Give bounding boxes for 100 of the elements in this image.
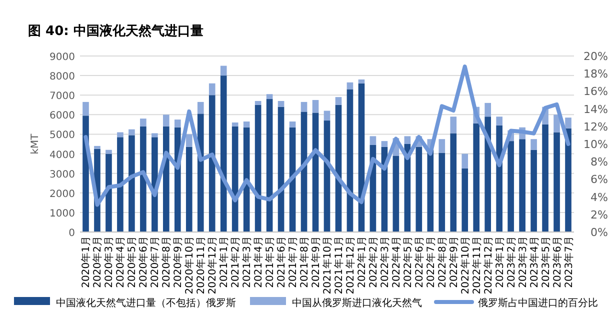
bar xyxy=(324,110,330,121)
bar xyxy=(174,120,181,128)
line-series xyxy=(84,64,570,207)
y-tick-label: 9000 xyxy=(50,52,75,63)
bar xyxy=(450,116,457,134)
x-tick-label: 2022年4月 xyxy=(390,236,402,288)
x-tick-label: 2021年1月 xyxy=(218,236,230,288)
y2-tick-label: 6% xyxy=(590,173,608,186)
bar xyxy=(565,118,572,128)
x-tick-label: 2020年11月 xyxy=(195,236,208,294)
x-tick-label: 2020年6月 xyxy=(138,236,150,288)
chart-title: 图 40: 中国液化天然气进口量 xyxy=(28,23,204,39)
bar xyxy=(106,154,112,232)
x-tick-label: 2020年1月 xyxy=(80,236,92,288)
bar xyxy=(416,146,422,232)
bar xyxy=(530,150,537,232)
y2-tick-label: 0% xyxy=(590,226,608,239)
bar xyxy=(186,134,192,147)
bar xyxy=(106,150,112,154)
x-tick-label: 2021年10月 xyxy=(322,236,334,294)
x-tick-label: 2020年10月 xyxy=(184,236,196,294)
x-tick-label: 2022年2月 xyxy=(367,236,380,288)
bar xyxy=(140,126,146,232)
y2-tick-label: 14% xyxy=(584,102,608,116)
x-tick-label: 2022年8月 xyxy=(436,236,448,288)
bar xyxy=(94,146,100,149)
bar xyxy=(370,136,376,145)
y-tick-label: 8000 xyxy=(50,72,75,83)
bar xyxy=(254,104,262,232)
y2-tick-label: 20% xyxy=(584,50,608,63)
bar xyxy=(220,76,227,232)
bar xyxy=(450,133,457,232)
bar xyxy=(358,79,365,84)
bar xyxy=(163,126,170,232)
bar xyxy=(208,83,216,96)
bar xyxy=(554,132,560,232)
x-tick-label: 2020年7月 xyxy=(149,236,162,288)
bar xyxy=(392,156,400,232)
bar xyxy=(530,139,537,150)
x-tick-label: 2021年4月 xyxy=(252,236,265,288)
x-tick-label: 2023年7月 xyxy=(562,236,575,288)
bar xyxy=(404,136,411,144)
y-tick-label: 5000 xyxy=(50,130,75,142)
x-tick-label: 2023年5月 xyxy=(540,236,552,288)
bar xyxy=(232,122,238,126)
bar xyxy=(197,114,204,232)
bar xyxy=(427,150,434,232)
x-tick-label: 2020年4月 xyxy=(114,236,127,288)
x-tick-label: 2020年5月 xyxy=(126,236,138,288)
x-tick-label: 2022年10月 xyxy=(459,236,472,294)
legend-label: 中国从俄罗斯进口液化天然气 xyxy=(292,297,422,309)
legend-label: 中国液化天然气进口量（不包括）俄罗斯 xyxy=(56,297,236,309)
x-tick-label: 2021年6月 xyxy=(276,236,288,288)
y-tick-label: 2000 xyxy=(50,188,75,200)
bar xyxy=(438,152,446,232)
bar xyxy=(117,132,124,138)
x-tick-label: 2023年4月 xyxy=(528,236,540,288)
x-tick-label: 2022年5月 xyxy=(402,236,414,288)
bar xyxy=(208,95,216,232)
y-tick-label: 0 xyxy=(68,228,75,239)
bar xyxy=(381,141,388,147)
x-tick-label: 2022年7月 xyxy=(424,236,437,288)
y-tick-label: 6000 xyxy=(50,110,75,122)
x-tick-label: 2021年9月 xyxy=(310,236,322,288)
y-tick-label: 1000 xyxy=(50,208,75,220)
bar xyxy=(312,112,319,232)
bar xyxy=(278,100,284,107)
bar xyxy=(128,135,135,232)
bar xyxy=(462,154,468,168)
x-tick-label: 2023年2月 xyxy=(505,236,518,288)
bar xyxy=(278,106,284,232)
bar xyxy=(266,99,273,232)
bar xyxy=(232,126,238,232)
bar xyxy=(335,97,342,105)
bar xyxy=(554,114,560,132)
x-tick-label: 2021年3月 xyxy=(241,236,254,288)
bar xyxy=(462,168,468,232)
x-tick-label: 2022年3月 xyxy=(378,236,391,288)
bar xyxy=(128,129,135,136)
bar xyxy=(496,125,502,232)
x-tick-label: 2021年2月 xyxy=(230,236,242,288)
bar xyxy=(197,102,204,114)
bar xyxy=(152,133,158,138)
y2-tick-label: 12% xyxy=(584,120,608,134)
x-tick-label: 2022年9月 xyxy=(448,236,460,288)
bar xyxy=(312,100,319,113)
bar xyxy=(438,139,446,153)
y-axis-title: kMT xyxy=(30,132,41,154)
bar xyxy=(289,122,296,128)
x-tick-label: 2020年3月 xyxy=(103,236,116,288)
bar xyxy=(508,141,514,232)
y-tick-label: 4000 xyxy=(50,150,75,161)
y2-tick-label: 4% xyxy=(590,190,608,204)
y-tick-label: 3000 xyxy=(50,169,75,180)
bar xyxy=(220,66,227,76)
bar xyxy=(186,146,192,232)
y2-tick-label: 18% xyxy=(584,68,608,81)
x-tick-label: 2022年6月 xyxy=(413,236,426,288)
bar xyxy=(163,114,170,126)
bar xyxy=(519,139,526,232)
